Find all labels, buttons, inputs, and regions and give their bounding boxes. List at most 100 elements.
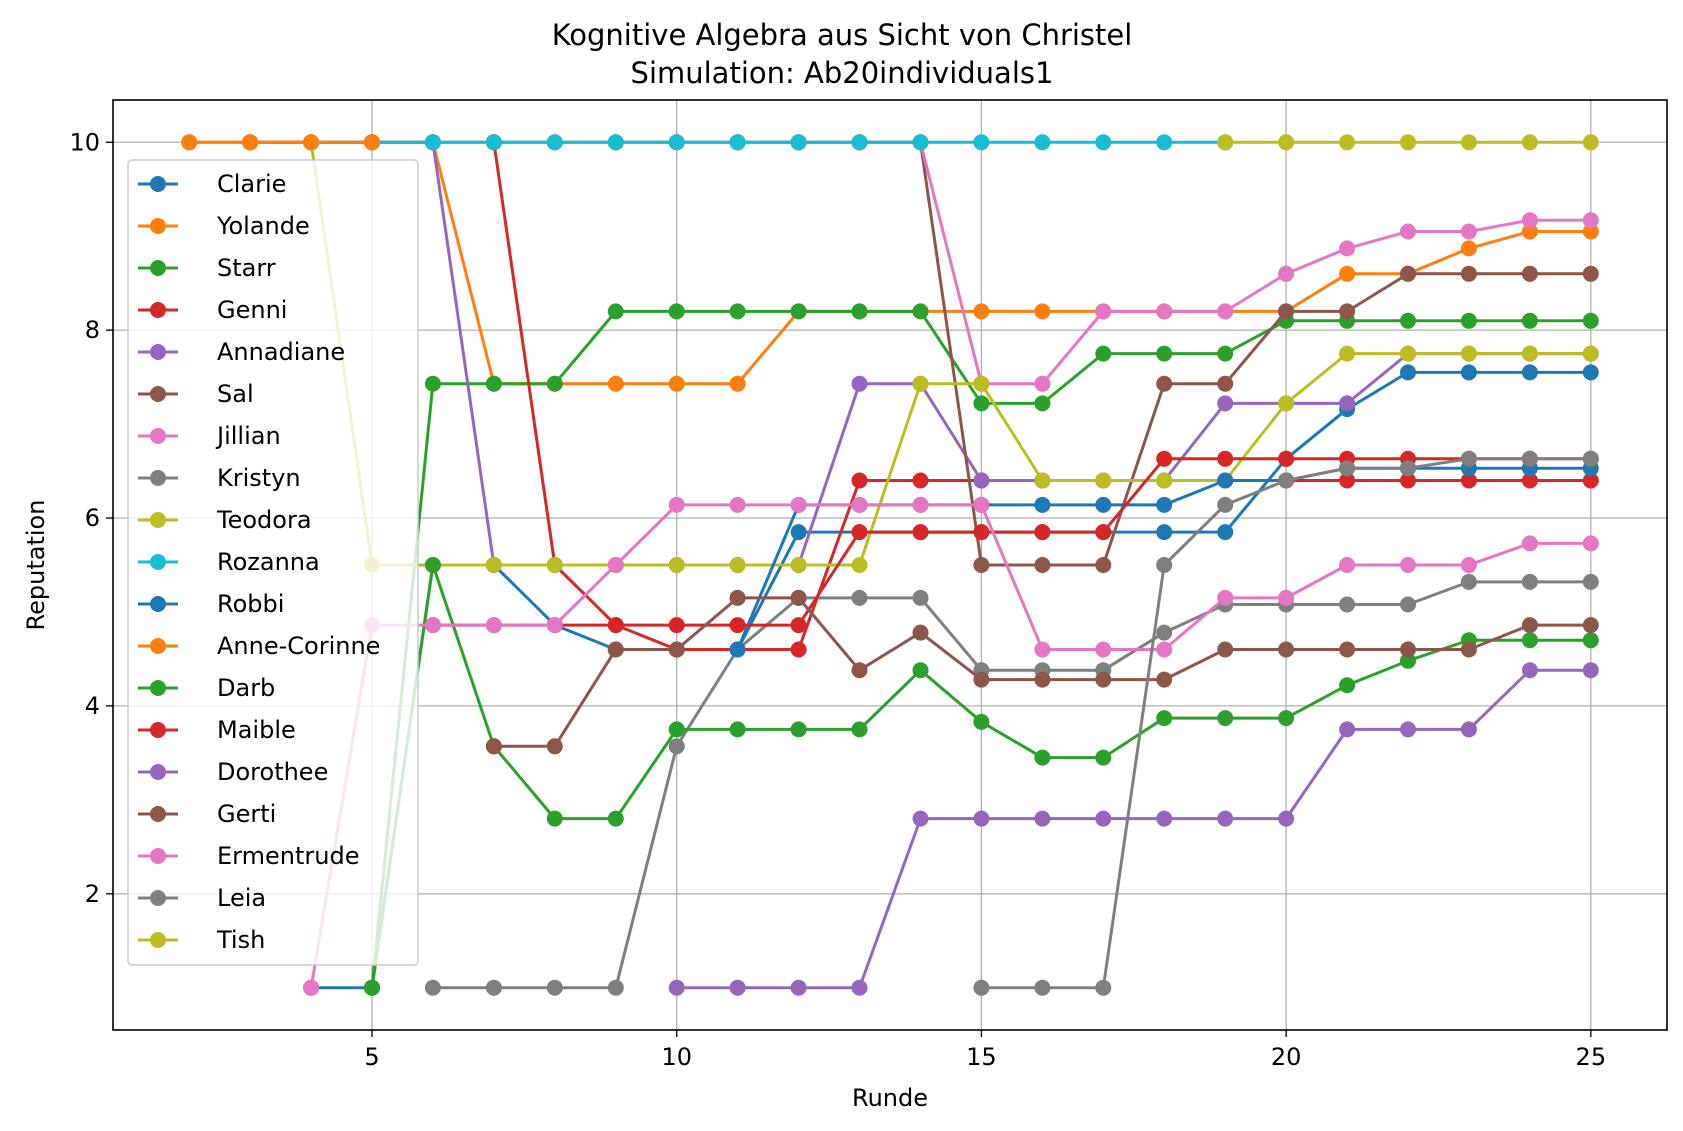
data-point	[1582, 472, 1599, 489]
data-point	[790, 134, 807, 151]
data-point	[1521, 212, 1538, 229]
data-point	[912, 524, 929, 541]
data-point	[973, 713, 990, 730]
data-point	[1400, 134, 1416, 151]
data-point	[1582, 632, 1599, 649]
series-kristyn	[424, 573, 1599, 996]
legend-item: Anne-Corinne	[138, 632, 380, 660]
series-rozanna	[303, 134, 1234, 151]
data-point	[1034, 749, 1051, 766]
data-point	[1460, 641, 1477, 658]
data-point	[1582, 450, 1599, 467]
data-point	[1460, 134, 1477, 151]
x-tick-label: 25	[1576, 1043, 1607, 1071]
data-point	[1217, 641, 1234, 658]
data-point	[607, 303, 624, 320]
data-point	[973, 375, 990, 392]
legend-swatch-marker	[150, 932, 166, 948]
data-point	[607, 979, 624, 996]
data-point	[973, 979, 990, 996]
data-point	[1034, 375, 1051, 392]
series-line	[311, 370, 1591, 990]
y-tick-label: 6	[85, 504, 100, 532]
data-point	[1095, 496, 1112, 513]
legend-swatch-marker	[150, 722, 166, 738]
data-point	[851, 589, 868, 606]
data-point	[1034, 557, 1051, 573]
data-point	[1156, 557, 1173, 573]
data-point	[668, 557, 685, 573]
data-point	[1400, 223, 1416, 240]
data-point	[1034, 979, 1051, 996]
legend-swatch-marker	[150, 344, 166, 360]
data-point	[729, 496, 746, 513]
data-point	[1582, 535, 1599, 552]
data-point	[303, 979, 320, 996]
data-point	[1339, 596, 1356, 613]
legend-item: Ermentrude	[138, 842, 359, 870]
data-point	[1460, 721, 1477, 738]
data-point	[1278, 450, 1295, 467]
legend-item: Yolande	[138, 212, 310, 240]
legend-item: Tish	[138, 926, 265, 954]
legend-item: Maible	[138, 716, 296, 744]
x-axis-label: Runde	[852, 1084, 928, 1112]
data-point	[1034, 134, 1051, 151]
series-maible	[424, 450, 1599, 634]
data-point	[546, 738, 563, 755]
legend-label: Darb	[217, 674, 275, 702]
data-point	[1217, 810, 1234, 827]
legend-item: Kristyn	[138, 464, 301, 492]
data-point	[790, 979, 807, 996]
data-point	[973, 524, 990, 541]
data-point	[1034, 395, 1051, 412]
data-point	[1217, 395, 1234, 412]
chart-title: Kognitive Algebra aus Sicht von Christel	[552, 18, 1133, 52]
data-point	[1521, 632, 1538, 649]
data-point	[1034, 496, 1051, 513]
data-point	[790, 524, 807, 541]
data-point	[1339, 721, 1356, 738]
data-point	[1095, 345, 1112, 362]
data-point	[729, 303, 746, 320]
data-point	[668, 641, 685, 658]
data-point	[729, 375, 746, 392]
data-point	[973, 472, 990, 489]
legend-swatch-marker	[150, 554, 166, 570]
data-point	[1400, 721, 1416, 738]
legend-swatch-marker	[150, 470, 166, 486]
data-point	[851, 557, 868, 573]
legend-item: Gerti	[138, 800, 276, 828]
legend-label: Clarie	[217, 170, 286, 198]
data-point	[912, 303, 929, 320]
legend-item: Rozanna	[138, 548, 320, 576]
data-point	[1095, 472, 1112, 489]
legend-label: Anne-Corinne	[217, 632, 380, 660]
data-point	[1339, 134, 1356, 151]
data-point	[1278, 810, 1295, 827]
data-point	[1095, 557, 1112, 573]
data-point	[485, 375, 502, 392]
data-point	[485, 617, 502, 634]
y-tick-label: 10	[69, 128, 100, 156]
legend-label: Gerti	[217, 800, 276, 828]
data-point	[973, 557, 990, 573]
data-point	[1400, 364, 1416, 381]
data-point	[790, 589, 807, 606]
legend-swatch-marker	[150, 764, 166, 780]
data-point	[1521, 134, 1538, 151]
legend-swatch-marker	[150, 638, 166, 654]
data-point	[851, 496, 868, 513]
data-point	[1460, 573, 1477, 590]
data-point	[1156, 524, 1173, 541]
data-point	[729, 641, 746, 658]
data-point	[1521, 573, 1538, 590]
legend: Clarie Yolande Starr Genni Annadiane Sal Jilli…	[127, 159, 419, 966]
data-point	[1339, 677, 1356, 694]
data-point	[364, 979, 380, 996]
data-point	[1278, 710, 1295, 727]
legend-item: Jillian	[138, 422, 281, 450]
data-point	[1156, 303, 1173, 320]
data-point	[1582, 364, 1599, 381]
data-point	[1095, 749, 1112, 766]
